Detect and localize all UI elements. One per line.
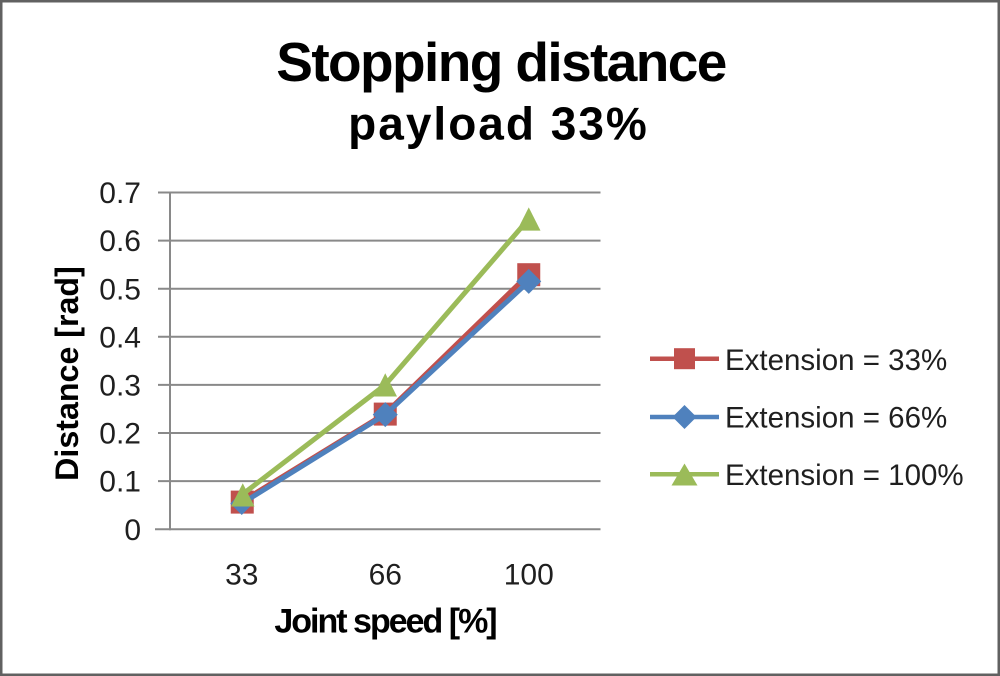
svg-text:0.4: 0.4 <box>99 321 141 354</box>
svg-text:100: 100 <box>504 559 554 592</box>
svg-text:0: 0 <box>124 514 141 547</box>
svg-text:0.3: 0.3 <box>99 370 141 403</box>
svg-text:payload 33%: payload 33% <box>348 98 649 150</box>
svg-text:0.7: 0.7 <box>99 177 141 210</box>
svg-text:0.1: 0.1 <box>99 466 141 499</box>
svg-text:Extension = 66%: Extension = 66% <box>725 402 947 435</box>
svg-text:66: 66 <box>369 559 402 592</box>
svg-text:Extension = 33%: Extension = 33% <box>725 344 947 377</box>
svg-text:0.5: 0.5 <box>99 273 141 306</box>
svg-text:Stopping distance: Stopping distance <box>276 31 726 93</box>
svg-text:Distance [rad]: Distance [rad] <box>49 266 85 481</box>
svg-text:Joint speed [%]: Joint speed [%] <box>274 603 496 641</box>
svg-text:33: 33 <box>225 559 258 592</box>
svg-text:0.6: 0.6 <box>99 225 141 258</box>
svg-text:0.2: 0.2 <box>99 418 141 451</box>
svg-text:Extension = 100%: Extension = 100% <box>725 459 964 492</box>
